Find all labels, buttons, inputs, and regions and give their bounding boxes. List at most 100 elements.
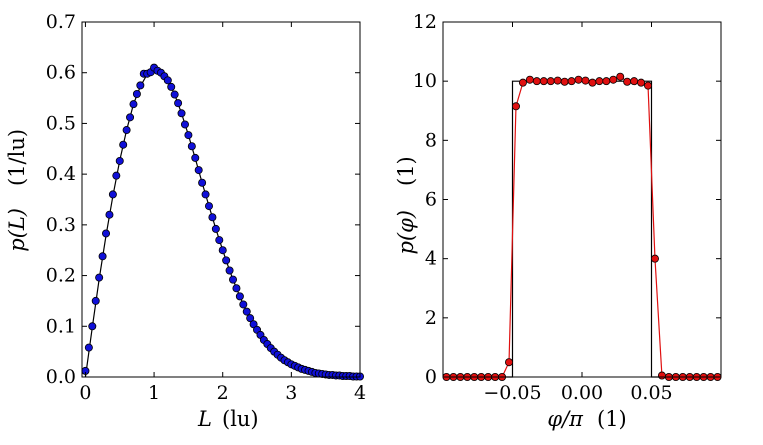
left-y-tick-label: 0.0 (46, 366, 76, 388)
right-x-tick-label: 0.05 (630, 382, 672, 404)
right-y-tick-label: 4 (425, 248, 437, 270)
left-data-point (174, 99, 183, 108)
right-data-point (553, 76, 562, 85)
left-data-point (239, 300, 248, 309)
left-data-point (198, 178, 207, 187)
left-y-tick-label: 0.5 (46, 112, 76, 134)
right-data-point (560, 77, 569, 86)
left-y-tick-label: 0.6 (46, 62, 76, 84)
left-data-point (105, 210, 114, 219)
left-data-point (242, 307, 251, 316)
left-data-point (194, 166, 203, 175)
left-data-point (115, 156, 124, 165)
right-y-tick-label: 12 (413, 11, 437, 33)
right-y-tick-label: 0 (425, 366, 437, 388)
right-data-point (602, 77, 611, 86)
left-x-axis-symbol: L (197, 407, 212, 431)
right-y-axis-symbol: p(φ) (394, 210, 418, 255)
left-data-point (246, 314, 255, 323)
left-x-tick-label: 3 (285, 382, 297, 404)
left-data-point (91, 296, 100, 305)
left-data-point (126, 113, 135, 122)
left-data-point (136, 81, 145, 90)
left-x-tick-label: 0 (79, 382, 91, 404)
right-data-point (588, 78, 597, 87)
left-data-point (95, 273, 104, 282)
left-y-axis-unit: (1/lu) (5, 129, 29, 186)
left-data-point (204, 202, 213, 211)
left-data-point (132, 90, 141, 99)
left-y-tick-label: 0.4 (46, 163, 76, 185)
chart-angle-distribution: −0.05 0.00 0.05 0 2 4 6 8 10 12 φ/π (1) p(φ) (1) (394, 11, 722, 431)
left-y-tick-label: 0.1 (46, 315, 76, 337)
right-y-axis-unit: (1) (394, 156, 418, 186)
left-data-point (167, 82, 176, 91)
right-data-point (616, 72, 625, 81)
left-data-point (225, 266, 234, 275)
right-ticks: −0.05 0.00 0.05 0 2 4 6 8 10 12 (413, 11, 721, 404)
left-y-axis-symbol: p(L) (5, 208, 29, 252)
left-x-tick-label: 4 (354, 382, 366, 404)
left-data-point (235, 292, 244, 301)
right-data-point (657, 371, 666, 380)
left-ticks: 0 1 2 3 4 0.0 0.1 0.2 0.3 0.4 0.5 0.6 0.7 (46, 11, 366, 404)
right-y-tick-label: 8 (425, 129, 437, 151)
left-x-axis-unit: (lu) (222, 407, 259, 431)
right-data-point (511, 102, 520, 111)
right-data-point (539, 77, 548, 86)
right-data-point (546, 77, 555, 86)
left-data-point (191, 153, 200, 162)
right-data-point (567, 77, 576, 86)
left-data-points (81, 63, 364, 381)
right-x-axis-unit: (1) (597, 407, 627, 431)
right-data-point (637, 78, 646, 87)
left-data-point (129, 100, 138, 109)
right-data-point (630, 77, 639, 86)
left-data-point (119, 140, 128, 149)
right-y-tick-label: 2 (425, 307, 437, 329)
right-data-point (609, 75, 618, 84)
left-data-point (201, 190, 210, 199)
right-data-point (505, 358, 514, 367)
left-y-tick-label: 0.3 (46, 214, 76, 236)
right-y-tick-label: 6 (425, 189, 437, 211)
left-data-point (170, 90, 179, 99)
right-data-point (581, 76, 590, 85)
left-data-point (184, 131, 193, 140)
left-data-point (222, 256, 231, 265)
left-data-point (122, 126, 131, 135)
left-x-tick-label: 1 (148, 382, 160, 404)
left-data-point (208, 213, 217, 222)
right-data-points (442, 72, 722, 381)
right-data-point (595, 77, 604, 86)
left-x-tick-label: 2 (217, 382, 229, 404)
left-data-point (102, 229, 111, 238)
right-plot-frame (442, 21, 722, 378)
left-data-point (84, 343, 93, 352)
right-data-point (532, 77, 541, 86)
left-data-point (215, 236, 224, 245)
right-y-axis-label: p(φ) (1) (394, 156, 418, 254)
right-data-point (525, 75, 534, 84)
left-data-point (112, 171, 121, 180)
left-y-tick-label: 0.2 (46, 265, 76, 287)
left-data-point (211, 224, 220, 233)
right-simulation-line (446, 76, 718, 378)
left-data-point (229, 275, 238, 284)
right-data-point (623, 77, 632, 86)
right-series-lines (443, 76, 721, 378)
left-data-point (232, 284, 241, 293)
left-data-point (187, 142, 196, 151)
left-data-point (177, 109, 186, 118)
left-data-point (218, 246, 227, 255)
right-x-tick-label: −0.05 (483, 382, 541, 404)
left-plot-frame (81, 21, 361, 378)
left-data-point (98, 252, 107, 261)
right-theory-line (443, 80, 721, 378)
chart-length-distribution: 0 1 2 3 4 0.0 0.1 0.2 0.3 0.4 0.5 0.6 0.7 L (lu) p(L… (5, 11, 366, 431)
left-data-point (88, 322, 97, 331)
right-x-axis-symbol: φ/π (547, 407, 584, 431)
left-data-point (108, 190, 117, 199)
right-y-tick-label: 10 (413, 70, 437, 92)
